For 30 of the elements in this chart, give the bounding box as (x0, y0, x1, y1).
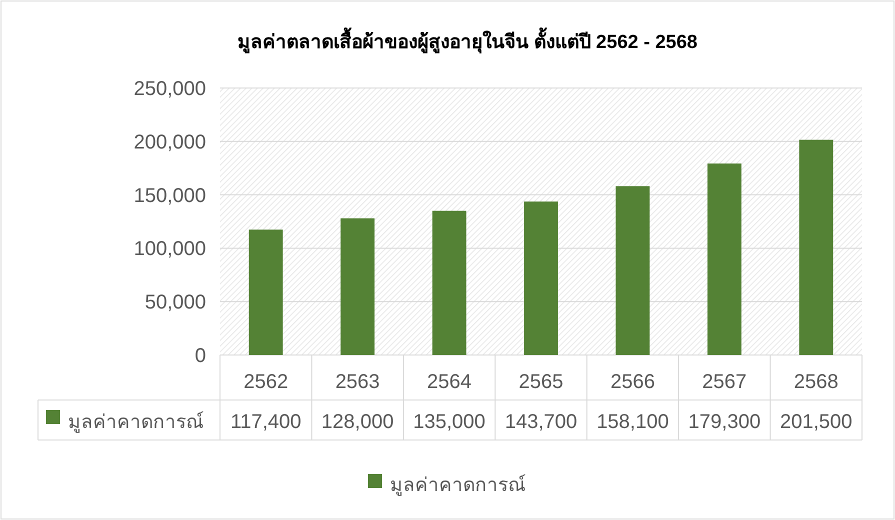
x-tick-label: 2562 (244, 371, 288, 393)
data-label: 117,400 (230, 411, 302, 433)
y-tick-label: 150,000 (134, 184, 206, 207)
x-tick-label: 2563 (335, 371, 380, 393)
legend-label: มูลค่าคาดการณ์ (68, 411, 204, 433)
bar (799, 140, 834, 355)
x-tick-label: 2564 (427, 371, 472, 393)
bar (432, 210, 466, 355)
bar (340, 218, 375, 355)
legend: มูลค่าคาดการณ์ (368, 474, 526, 496)
data-label: 135,000 (413, 411, 486, 433)
data-label: 158,100 (596, 411, 669, 433)
y-tick-label: 250,000 (134, 78, 206, 100)
bar (248, 230, 283, 355)
bar (524, 202, 558, 355)
data-label: 179,300 (688, 411, 761, 433)
y-tick-label: 100,000 (134, 238, 206, 260)
chart-title: มูลค่าตลาดเสื้อผ้าของผู้สูงอายุในจีน ตั้งแต่ปี 2562 - 2568 (238, 27, 698, 54)
bar (707, 164, 742, 355)
x-tick-label: 2567 (702, 371, 747, 393)
data-label: 143,700 (504, 411, 578, 433)
data-label: 128,000 (321, 411, 394, 433)
data-label: 201,500 (780, 411, 852, 433)
x-tick-label: 2568 (794, 371, 838, 393)
x-tick-label: 2565 (518, 371, 564, 393)
y-tick-label: 50,000 (144, 292, 206, 314)
x-tick-label: 2566 (610, 371, 655, 393)
y-tick-label: 0 (194, 345, 206, 367)
y-tick-label: 200,000 (134, 131, 206, 154)
bar (616, 186, 650, 355)
